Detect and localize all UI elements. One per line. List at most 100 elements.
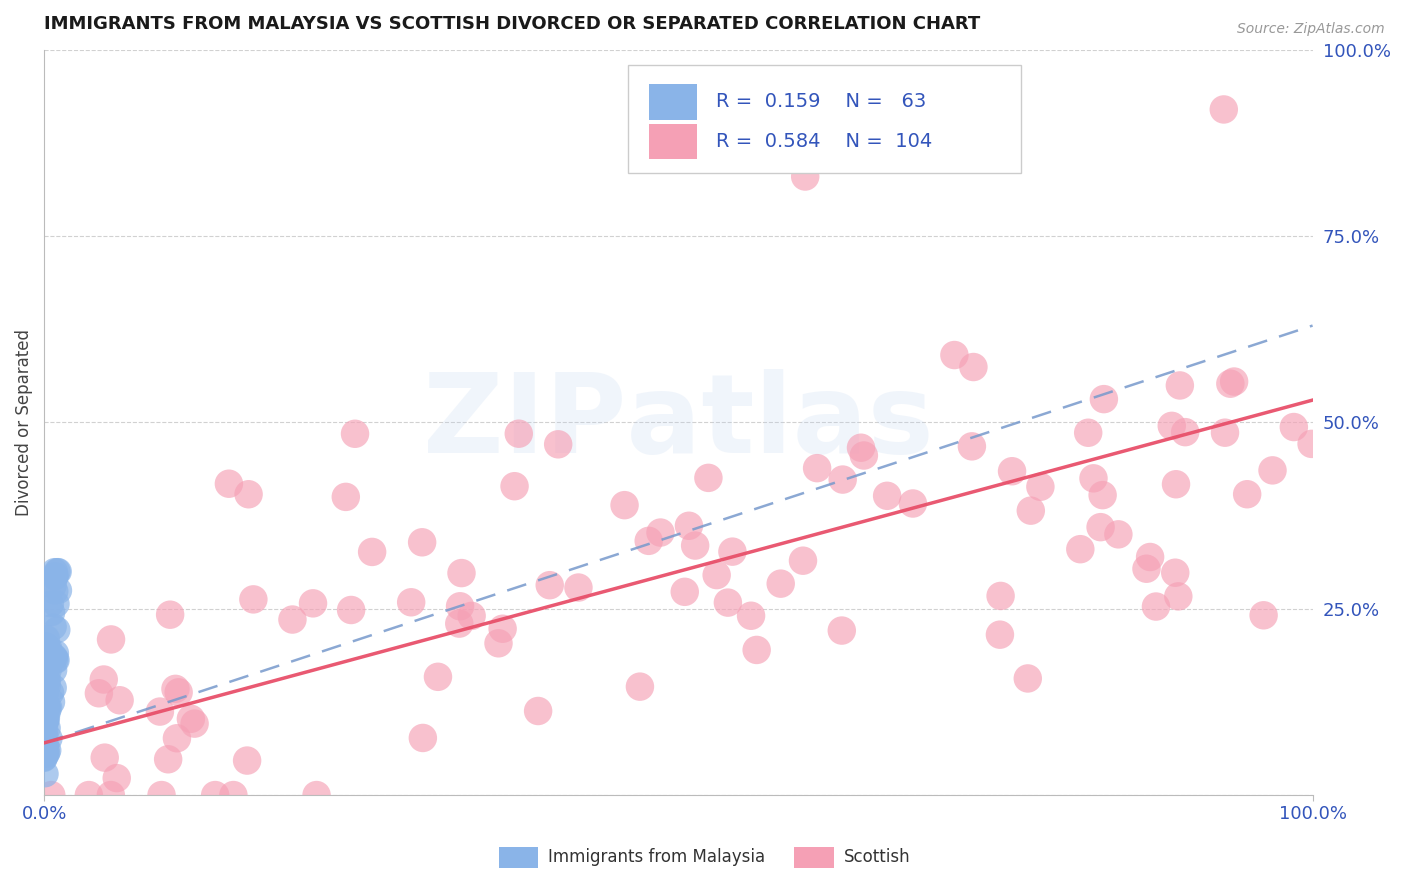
Point: [34, 767, 56, 781]
Point: [35, 746, 58, 760]
Text: Source: ZipAtlas.com: Source: ZipAtlas.com: [1237, 22, 1385, 37]
Point: [1077, 425, 1099, 440]
Point: [35, 699, 58, 714]
Point: [42, 663, 65, 677]
Point: [412, 731, 434, 745]
Text: Scottish: Scottish: [844, 848, 910, 866]
Point: [1029, 480, 1052, 494]
Point: [34, 671, 56, 685]
Point: [613, 498, 636, 512]
Point: [547, 437, 569, 451]
Point: [37, 659, 59, 673]
Point: [37, 721, 59, 735]
Point: [35, 714, 58, 729]
Point: [44, 650, 66, 665]
Point: [34, 640, 56, 654]
Point: [34, 662, 56, 676]
Point: [42, 579, 65, 593]
Point: [1168, 378, 1191, 392]
Point: [450, 566, 472, 580]
Point: [34, 737, 56, 751]
Point: [35, 643, 58, 657]
Point: [335, 490, 357, 504]
FancyBboxPatch shape: [650, 124, 697, 160]
Point: [527, 704, 550, 718]
Point: [628, 680, 651, 694]
Point: [44, 653, 66, 667]
Point: [32, 751, 55, 765]
Point: [538, 578, 561, 592]
Point: [706, 568, 728, 582]
Point: [242, 592, 264, 607]
Point: [35, 713, 58, 727]
Point: [35, 643, 58, 657]
Point: [503, 479, 526, 493]
Point: [1091, 488, 1114, 502]
Point: [426, 670, 449, 684]
Point: [1212, 103, 1234, 117]
Point: [167, 685, 190, 699]
Point: [1219, 376, 1241, 391]
Point: [901, 496, 924, 510]
Point: [637, 533, 659, 548]
Point: [100, 632, 122, 647]
Point: [399, 595, 422, 609]
Point: [1236, 487, 1258, 501]
Point: [508, 426, 530, 441]
FancyBboxPatch shape: [650, 84, 697, 120]
Point: [42, 620, 65, 634]
Point: [108, 693, 131, 707]
Point: [37, 663, 59, 677]
Point: [44, 565, 66, 579]
Text: ZIP​atlas: ZIP​atlas: [423, 369, 934, 476]
Point: [44, 584, 66, 599]
Point: [35, 640, 58, 655]
Point: [683, 539, 706, 553]
Point: [38, 700, 60, 714]
Point: [1139, 549, 1161, 564]
Point: [1083, 471, 1105, 485]
Point: [1213, 425, 1236, 440]
Point: [45, 653, 67, 667]
Point: [39, 788, 62, 802]
Point: [1261, 463, 1284, 477]
Point: [37, 656, 59, 670]
Point: [165, 681, 187, 696]
Point: [1001, 464, 1024, 478]
Text: IMMIGRANTS FROM MALAYSIA VS SCOTTISH DIVORCED OR SEPARATED CORRELATION CHART: IMMIGRANTS FROM MALAYSIA VS SCOTTISH DIV…: [44, 15, 980, 33]
Point: [238, 487, 260, 501]
Point: [44, 568, 66, 582]
Point: [45, 646, 67, 660]
Point: [340, 603, 363, 617]
Point: [852, 449, 875, 463]
Point: [37, 673, 59, 687]
Point: [42, 649, 65, 664]
Point: [218, 476, 240, 491]
Point: [34, 722, 56, 736]
Point: [35, 685, 58, 699]
Point: [34, 701, 56, 715]
Point: [1135, 562, 1157, 576]
Point: [344, 426, 367, 441]
Point: [1090, 520, 1112, 534]
Point: [204, 788, 226, 802]
Point: [77, 788, 100, 802]
Point: [34, 677, 56, 691]
Point: [988, 628, 1011, 642]
Point: [45, 597, 67, 611]
Point: [1164, 477, 1187, 491]
Point: [769, 576, 792, 591]
Point: [35, 639, 58, 653]
Point: [35, 671, 58, 685]
Point: [792, 554, 814, 568]
Point: [46, 623, 69, 637]
Point: [1017, 672, 1039, 686]
Point: [740, 608, 762, 623]
Point: [1107, 527, 1129, 541]
Point: [411, 535, 433, 549]
Text: R =  0.584    N =  104: R = 0.584 N = 104: [717, 132, 932, 151]
Point: [105, 771, 128, 785]
Point: [35, 632, 58, 646]
Point: [38, 650, 60, 665]
Text: R =  0.159    N =   63: R = 0.159 N = 63: [717, 93, 927, 112]
